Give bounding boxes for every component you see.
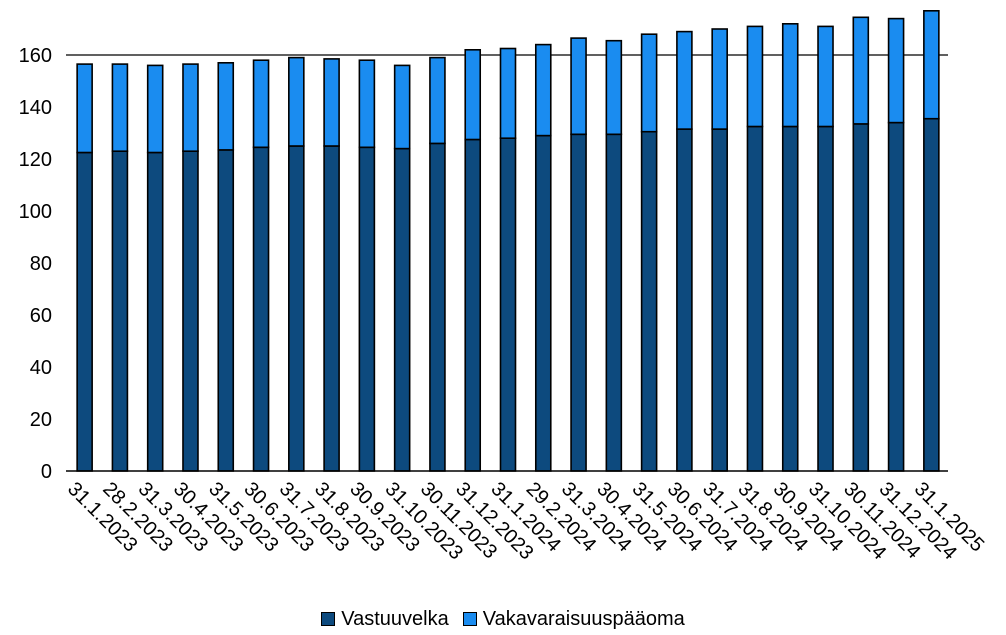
y-tick-label: 140 <box>19 97 52 119</box>
bar-segment-series-0 <box>182 150 199 472</box>
bar-segment-series-0 <box>570 133 587 472</box>
bar-segment-series-1 <box>288 56 305 147</box>
bar-segment-series-1 <box>464 48 482 141</box>
y-tick-label: 160 <box>19 45 52 67</box>
bar-segment-series-0 <box>887 121 905 472</box>
bar-segment-series-0 <box>711 128 728 472</box>
y-tick-label: 100 <box>19 201 52 223</box>
bar-segment-series-0 <box>146 151 164 472</box>
bar-segment-series-0 <box>923 117 940 472</box>
bar-segment-series-1 <box>852 16 870 125</box>
bar-segment-series-0 <box>111 150 129 472</box>
bar-segment-series-0 <box>781 125 799 472</box>
bar-segment-series-1 <box>393 64 411 150</box>
y-tick-label: 60 <box>30 305 52 327</box>
stacked-bar-chart: 0 20 40 60 80 100 120 140 160 31.1.202328.2.2023… <box>19 10 988 564</box>
y-tick-label: 40 <box>30 357 52 379</box>
bar-segment-series-1 <box>182 63 199 152</box>
bar-segment-series-0 <box>358 146 376 472</box>
bar-segment-series-0 <box>252 146 270 472</box>
bars <box>76 10 940 472</box>
bar-segment-series-1 <box>676 30 693 130</box>
legend-label-series-1: Vakavaraisuuspääoma <box>482 607 685 630</box>
bar-segment-series-1 <box>711 28 728 130</box>
bar-segment-series-1 <box>111 63 129 152</box>
bar-segment-series-1 <box>323 58 340 147</box>
bar-segment-series-0 <box>605 133 623 472</box>
x-axis-tick-labels: 31.1.202328.2.202331.3.202330.4.202331.5… <box>63 478 988 564</box>
bar-segment-series-0 <box>499 137 517 472</box>
bar-segment-series-1 <box>534 43 552 137</box>
bar-segment-series-0 <box>640 130 658 472</box>
bar-segment-series-1 <box>76 63 93 154</box>
bar-segment-series-0 <box>464 138 482 472</box>
bar-segment-series-0 <box>852 123 870 472</box>
bar-segment-series-1 <box>429 56 446 145</box>
bar-segment-series-1 <box>817 25 834 128</box>
bar-segment-series-1 <box>146 64 164 154</box>
bar-segment-series-1 <box>358 59 376 149</box>
bar-segment-series-1 <box>217 61 235 151</box>
bar-segment-series-1 <box>570 37 587 136</box>
y-tick-label: 120 <box>19 149 52 171</box>
bar-segment-series-0 <box>676 128 693 472</box>
bar-segment-series-1 <box>252 59 270 149</box>
legend: Vastuuvelka Vakavaraisuuspääoma <box>0 606 1006 632</box>
bar-segment-series-0 <box>746 125 764 472</box>
bar-segment-series-1 <box>781 22 799 128</box>
bar-segment-series-0 <box>76 151 93 472</box>
y-tick-label: 0 <box>41 461 52 483</box>
bar-segment-series-0 <box>534 134 552 472</box>
bar-segment-series-1 <box>923 10 940 120</box>
legend-swatch-series-0 <box>321 612 336 626</box>
legend-item-series-0: Vastuuvelka <box>321 607 449 631</box>
y-tick-label: 80 <box>30 253 52 275</box>
bar-segment-series-1 <box>887 17 905 124</box>
legend-label-series-0: Vastuuvelka <box>341 607 449 630</box>
y-axis-tick-labels: 0 20 40 60 80 100 120 140 160 <box>19 45 52 483</box>
bar-segment-series-0 <box>429 142 446 472</box>
bar-segment-series-1 <box>640 33 658 133</box>
y-tick-label: 20 <box>30 409 52 431</box>
bar-segment-series-0 <box>217 149 235 472</box>
legend-swatch-series-1 <box>462 612 477 626</box>
bar-segment-series-0 <box>323 145 340 472</box>
bar-segment-series-1 <box>605 39 623 136</box>
legend-item-series-1: Vakavaraisuuspääoma <box>462 607 685 631</box>
bar-segment-series-0 <box>817 125 834 472</box>
bar-segment-series-1 <box>746 25 764 128</box>
bar-segment-series-0 <box>393 147 411 472</box>
bar-segment-series-1 <box>499 47 517 139</box>
bar-segment-series-0 <box>288 145 305 472</box>
